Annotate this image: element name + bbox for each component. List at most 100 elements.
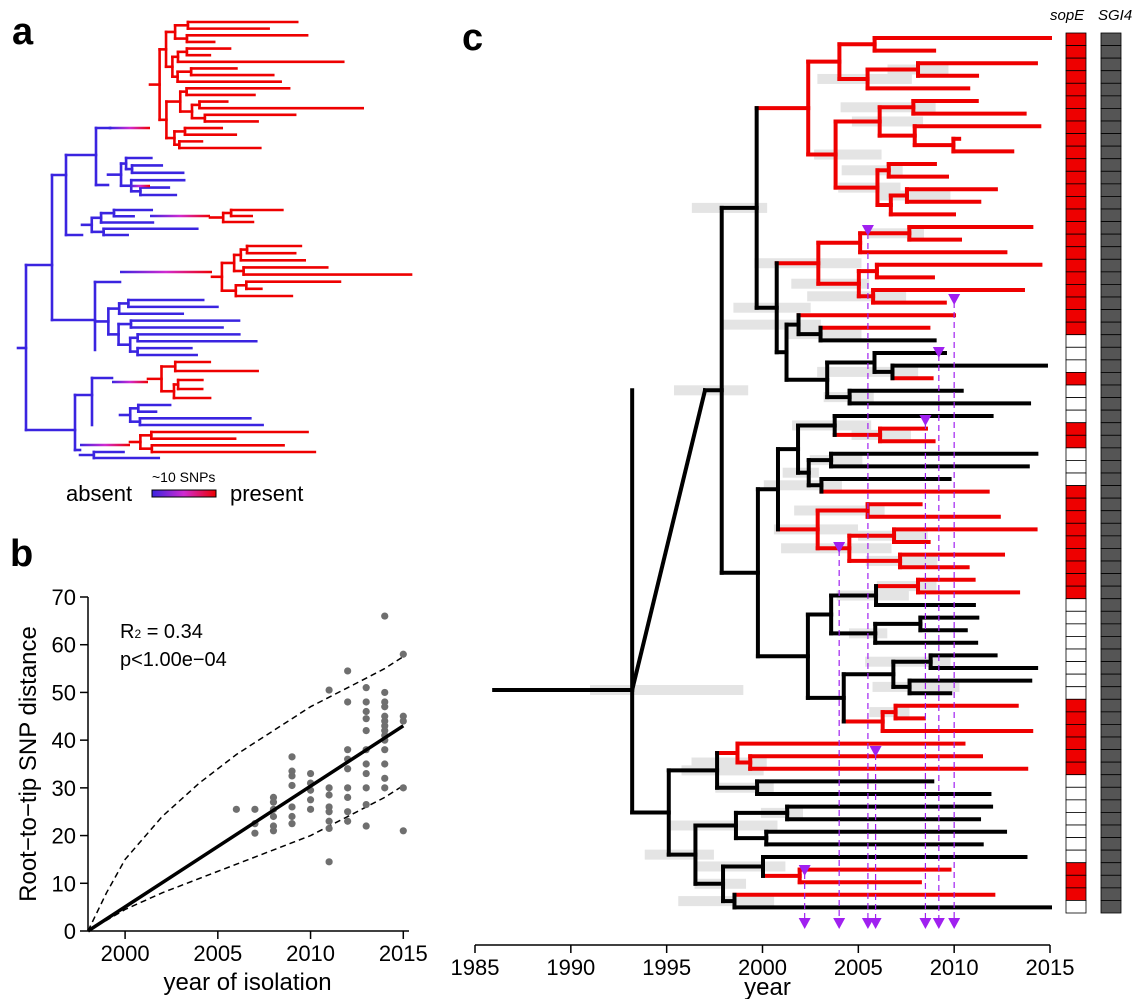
sgi4-cell — [1100, 749, 1122, 763]
node-ci-bar — [817, 366, 919, 377]
sgi4-cell — [1100, 585, 1122, 600]
sgi4-cell — [1100, 183, 1122, 197]
sgi4-cell — [1100, 636, 1122, 650]
sope-cell — [1065, 284, 1087, 298]
sgi4-cell — [1100, 170, 1122, 185]
data-point — [381, 688, 389, 697]
sope-cell — [1065, 95, 1087, 109]
x-tick-label: 1985 — [451, 955, 500, 980]
sope-cell — [1065, 485, 1087, 499]
data-point — [381, 774, 389, 782]
sgi4-cell — [1100, 698, 1122, 713]
data-point — [399, 784, 407, 792]
data-point — [362, 822, 370, 830]
data-point — [288, 781, 296, 790]
panel-label-b: b — [10, 533, 33, 575]
sope-cell — [1065, 233, 1087, 248]
data-point — [381, 746, 389, 754]
sope-cell — [1065, 610, 1087, 625]
sope-cell — [1065, 246, 1087, 260]
x-tick-label: 2005 — [193, 941, 242, 966]
sgi4-cell — [1100, 736, 1122, 750]
x-tick-label: 2005 — [834, 955, 883, 980]
node-ci-bar — [590, 685, 744, 695]
sgi4-cell — [1100, 221, 1122, 235]
sgi4-cell — [1100, 535, 1122, 549]
data-point — [381, 784, 389, 792]
acquisition-arrow-top — [948, 294, 961, 305]
sgi4-cell — [1100, 321, 1122, 336]
sgi4-cell — [1100, 786, 1122, 801]
acquisition-arrow-top — [869, 746, 882, 757]
acquisition-arrow-axis — [798, 918, 811, 929]
sgi4-cell — [1100, 284, 1122, 298]
data-point — [344, 793, 352, 802]
data-point — [381, 698, 389, 706]
acquisition-arrow-top — [861, 225, 874, 236]
sope-cell — [1065, 736, 1087, 750]
sope-cell — [1065, 824, 1087, 838]
sgi4-cell — [1100, 57, 1122, 72]
sope-cell — [1065, 874, 1087, 889]
data-point — [306, 769, 315, 778]
sope-cell — [1065, 598, 1087, 612]
data-point — [344, 746, 352, 754]
data-point — [362, 760, 370, 768]
sope-cell — [1065, 45, 1087, 59]
data-point — [325, 858, 333, 866]
x-axis-title: year — [744, 974, 791, 999]
y-tick-label: 70 — [52, 585, 76, 610]
data-point — [399, 650, 407, 658]
data-point — [362, 715, 370, 723]
branches — [492, 36, 1052, 910]
x-tick-label: 2000 — [738, 955, 787, 980]
panel-c-gene-strips: sopE SGI4 — [1050, 7, 1132, 914]
sgi4-cell — [1100, 45, 1122, 59]
sgi4-cell — [1100, 346, 1122, 361]
sope-cell — [1065, 108, 1087, 122]
data-point — [381, 612, 389, 620]
sope-cell — [1065, 258, 1087, 273]
data-point — [344, 667, 352, 675]
x-tick-label: 2000 — [101, 941, 150, 966]
sope-cell — [1065, 271, 1087, 285]
data-point — [325, 686, 333, 694]
sgi4-cell — [1100, 472, 1122, 486]
data-point — [251, 829, 259, 837]
data-point — [306, 796, 315, 804]
data-point — [288, 767, 296, 775]
sgi4-cell — [1100, 610, 1122, 625]
acquisition-arrow-axis — [932, 918, 945, 929]
sope-cell — [1065, 560, 1087, 574]
sgi4-cell — [1100, 812, 1122, 826]
sope-cell — [1065, 321, 1087, 336]
sope-cell — [1065, 434, 1087, 449]
data-point — [325, 784, 333, 792]
sgi4-cell — [1100, 862, 1122, 876]
data-point — [362, 784, 370, 792]
sope-cell — [1065, 774, 1087, 788]
data-point — [251, 805, 259, 813]
data-point — [325, 791, 333, 799]
data-point — [288, 803, 296, 811]
sope-cell — [1065, 409, 1087, 424]
node-ci-bar — [809, 455, 863, 466]
sope-cell — [1065, 82, 1087, 97]
sgi4-cell — [1100, 82, 1122, 97]
sope-cell — [1065, 133, 1087, 147]
acquisition-arrow-axis — [833, 918, 846, 929]
data-point — [344, 698, 352, 706]
data-point — [344, 765, 352, 773]
sope-cell — [1065, 724, 1087, 738]
panel-a-legend: absent ~10 SNPs present — [66, 469, 303, 506]
acquisition-arrow-top — [798, 865, 811, 876]
sope-cell — [1065, 686, 1087, 700]
sope-cell — [1065, 522, 1087, 537]
sope-cell — [1065, 196, 1087, 210]
legend-snp-scale-label: ~10 SNPs — [152, 469, 215, 485]
data-point — [325, 803, 333, 811]
sgi4-cell — [1100, 497, 1122, 512]
sope-cell — [1065, 497, 1087, 512]
panel-b-annotations: R2 = 0.34 p<1.00e−04 — [120, 621, 227, 671]
p-value-label: p<1.00e−04 — [120, 649, 227, 671]
